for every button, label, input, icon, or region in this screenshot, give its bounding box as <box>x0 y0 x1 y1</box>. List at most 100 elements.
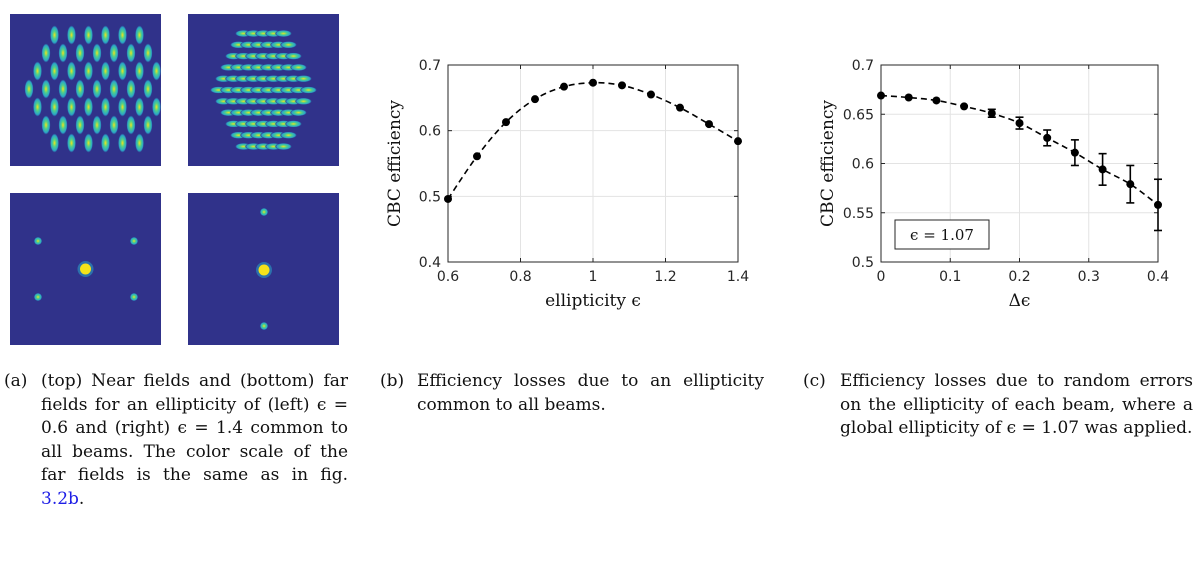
near-field-beam <box>152 61 161 81</box>
near-field-beam <box>275 30 292 37</box>
y-tick-label: 0.7 <box>852 58 874 74</box>
near-field-beam <box>67 25 76 45</box>
near-field-beam <box>101 61 110 81</box>
near-field-beam <box>135 61 144 81</box>
far-field-left-image <box>10 193 161 345</box>
y-tick-label: 0.4 <box>419 255 441 271</box>
near-field-beam <box>58 115 68 135</box>
near-field-beam <box>84 25 93 45</box>
near-field-beam <box>58 79 68 99</box>
caption-c-text: Efficiency losses due to random errors o… <box>840 371 1193 438</box>
near-field-beam <box>33 97 42 117</box>
caption-a-end: . <box>78 488 85 509</box>
near-field-beam <box>143 43 153 63</box>
near-field-beam <box>143 79 153 99</box>
near-field-beam <box>101 25 110 45</box>
far-field-right-image <box>188 193 339 345</box>
data-point <box>1015 119 1024 128</box>
near-field-beam <box>101 133 110 153</box>
near-field-beam <box>143 115 153 135</box>
data-point <box>877 91 885 100</box>
data-point <box>531 95 539 104</box>
y-axis-title: CBC efficiency <box>818 100 838 227</box>
near-field-beam <box>135 133 144 153</box>
near-field-beam <box>67 97 76 117</box>
data-point <box>444 194 452 203</box>
x-tick-label: 0 <box>877 269 886 285</box>
y-tick-label: 0.5 <box>419 189 441 205</box>
near-field-beam <box>50 97 59 117</box>
near-field-right-image <box>188 14 339 166</box>
near-field-beam <box>24 79 34 99</box>
near-field-beam <box>118 97 127 117</box>
near-field-beam <box>50 61 59 81</box>
x-tick-label: 0.1 <box>939 269 961 285</box>
data-point <box>1154 200 1162 209</box>
near-field-beam <box>285 120 302 128</box>
data-point <box>676 103 684 112</box>
caption-a: (a) (top) Near fields and (bottom) far f… <box>4 370 348 560</box>
near-field-beam <box>84 133 93 153</box>
caption-b-text: Efficiency losses due to an ellipticity … <box>417 371 764 415</box>
data-point <box>705 120 713 129</box>
caption-b: (b) Efficiency losses due to an elliptic… <box>380 370 764 430</box>
near-field-beam <box>135 97 144 117</box>
x-tick-label: 0.4 <box>1147 269 1169 285</box>
near-field-beam <box>50 133 59 153</box>
near-field-beam <box>101 97 110 117</box>
y-tick-label: 0.5 <box>852 255 874 271</box>
near-field-beam <box>41 115 51 135</box>
near-field-beam <box>118 25 127 45</box>
data-point <box>1070 148 1079 157</box>
x-tick-label: 0.6 <box>437 269 459 285</box>
y-axis-title: CBC efficiency <box>385 100 405 227</box>
data-point <box>473 152 481 161</box>
data-point <box>960 102 969 111</box>
x-tick-label: 1.4 <box>727 269 749 285</box>
caption-a-label: (a) <box>4 371 28 391</box>
annotation-label: ϵ = 1.07 <box>910 226 974 244</box>
x-tick-label: 0.3 <box>1078 269 1100 285</box>
far-field-side-lobe <box>130 293 138 301</box>
x-tick-label: 1 <box>589 269 598 285</box>
far-field-central-lobe <box>258 264 270 276</box>
x-axis-title: ellipticity ϵ <box>545 291 641 311</box>
near-field-beam <box>33 61 42 81</box>
near-field-beam <box>290 109 307 116</box>
far-field-side-lobe <box>260 208 268 216</box>
near-field-beam <box>285 52 302 60</box>
caption-a-body: (top) Near fields and (bottom) far field… <box>41 371 348 485</box>
near-field-beam <box>126 79 136 99</box>
far-field-side-lobe <box>130 237 138 245</box>
near-field-beam <box>75 43 85 63</box>
data-point <box>904 93 913 102</box>
near-field-beam <box>118 133 127 153</box>
data-point <box>589 78 597 87</box>
data-point <box>932 96 941 105</box>
near-field-beam <box>118 61 127 81</box>
near-field-beam <box>295 75 312 83</box>
caption-b-label: (b) <box>380 371 405 391</box>
near-field-beam <box>126 43 136 63</box>
data-point <box>1126 180 1135 189</box>
near-field-beam <box>275 143 292 150</box>
data-point <box>647 90 655 99</box>
near-field-left-image <box>10 14 170 166</box>
near-field-beam <box>290 64 307 71</box>
chart-delta-ellipticity: 0 0.1 0.2 0.3 0.4 0.5 0.55 0.6 0.65 0.7 Δϵ CBC effi… <box>818 58 1169 311</box>
y-tick-label: 0.6 <box>419 124 441 140</box>
near-field-beam <box>152 97 161 117</box>
near-field-beam <box>92 79 102 99</box>
figure-ref-link[interactable]: 3.2b <box>41 488 79 509</box>
near-field-beam <box>67 133 76 153</box>
near-field-beam <box>135 25 144 45</box>
caption-a-text: (top) Near fields and (bottom) far field… <box>41 370 348 511</box>
x-tick-label: 0.2 <box>1008 269 1030 285</box>
near-field-beam <box>280 131 297 139</box>
near-field-beam <box>84 61 93 81</box>
caption-c-label: (c) <box>803 371 826 391</box>
near-field-beam <box>126 115 136 135</box>
near-field-beam <box>50 25 59 45</box>
data-point <box>618 81 626 90</box>
data-point <box>734 137 742 146</box>
